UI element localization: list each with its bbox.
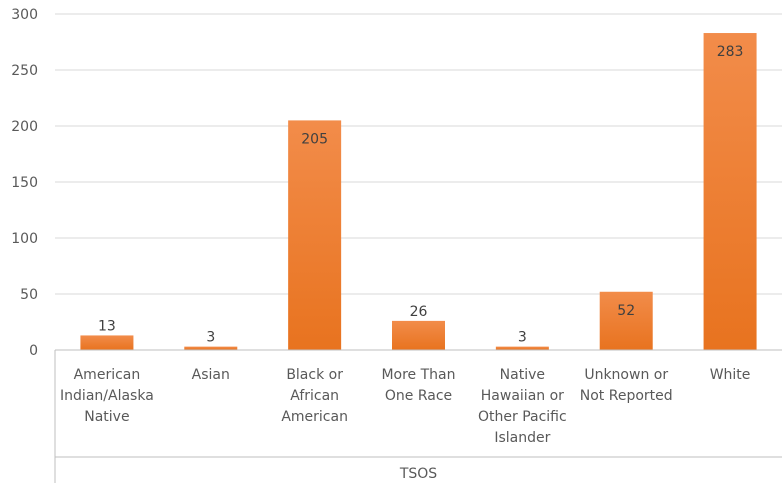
- x-tick-label: Black or: [286, 367, 343, 383]
- bar: [495, 346, 549, 350]
- y-tick-label: 200: [11, 119, 38, 135]
- group-label: TSOS: [399, 466, 437, 482]
- x-tick-label: Other Pacific: [478, 409, 567, 425]
- data-label: 52: [617, 303, 635, 319]
- x-tick-label: More Than: [381, 367, 455, 383]
- x-tick-label: American: [281, 409, 348, 425]
- x-tick-label: Hawaiian or: [481, 388, 564, 404]
- y-tick-label: 300: [11, 7, 38, 23]
- y-tick-label: 250: [11, 63, 38, 79]
- bar: [80, 335, 134, 350]
- x-tick-label: One Race: [385, 388, 452, 404]
- x-tick-label: Native: [500, 367, 545, 383]
- x-tick-label: White: [710, 367, 751, 383]
- y-tick-label: 0: [29, 343, 38, 359]
- data-label: 283: [717, 44, 744, 60]
- bar: [184, 346, 238, 350]
- data-label: 13: [98, 318, 116, 334]
- data-label: 26: [410, 304, 428, 320]
- x-tick-label: Unknown or: [584, 367, 668, 383]
- x-tick-label: African: [290, 388, 339, 404]
- data-label: 3: [206, 330, 215, 346]
- bar: [703, 33, 757, 350]
- x-tick-label: Indian/Alaska: [60, 388, 154, 404]
- bar: [288, 120, 342, 351]
- x-tick-label: Not Reported: [580, 388, 673, 404]
- y-tick-label: 50: [20, 287, 38, 303]
- x-tick-label: Native: [84, 409, 129, 425]
- x-tick-label: Islander: [494, 430, 550, 446]
- x-tick-label: Asian: [192, 367, 230, 383]
- x-tick-label: American: [74, 367, 141, 383]
- data-label: 205: [301, 131, 328, 147]
- bar: [599, 291, 653, 350]
- y-tick-label: 150: [11, 175, 38, 191]
- y-tick-label: 100: [11, 231, 38, 247]
- bar: [392, 320, 445, 350]
- data-label: 3: [518, 330, 527, 346]
